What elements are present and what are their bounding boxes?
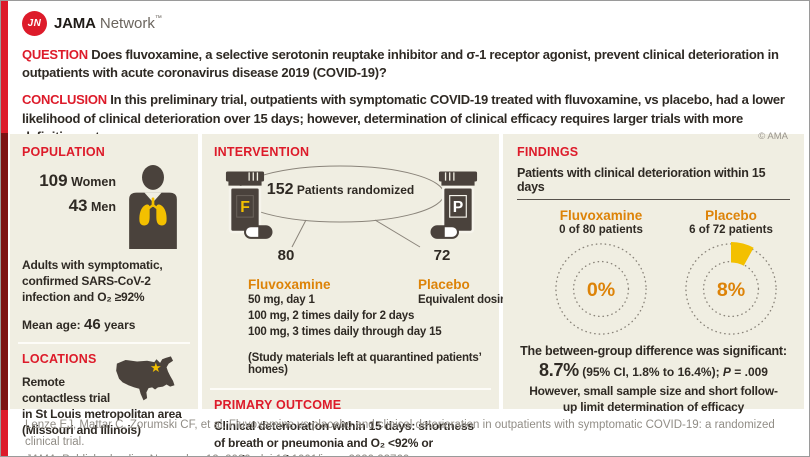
locations-text: Remote contactless trial in St Louis met… xyxy=(22,374,182,438)
logo-wordmark: JAMA Network™ xyxy=(54,15,162,32)
study-materials-note: (Study materials left at quarantined pat… xyxy=(248,352,481,377)
section-divider xyxy=(18,341,190,344)
ama-copyright: © AMA xyxy=(758,131,788,142)
section-divider xyxy=(210,388,491,391)
randomized-text: Patients randomized xyxy=(296,183,415,197)
findings-heading: FINDINGS xyxy=(517,145,579,159)
p-label: P xyxy=(722,365,731,379)
accent-bar-middle xyxy=(1,133,8,410)
difference-line: 8.7% (95% CI, 1.8% to 16.4%); P = .009 xyxy=(517,360,790,381)
fluvoxamine-dose-3: 100 mg, 3 times daily through day 15 xyxy=(248,326,442,339)
placebo-percent: 8% xyxy=(717,279,745,301)
findings-groups: Fluvoxamine 0 of 80 patients 0% Placebo … xyxy=(543,208,790,338)
fluvoxamine-result-group: Fluvoxamine 0 of 80 patients 0% xyxy=(543,208,659,338)
jama-network-logo: JN JAMA Network™ xyxy=(22,9,798,37)
fluvoxamine-result-detail: 0 of 80 patients xyxy=(559,224,643,236)
men-count: 43 Men xyxy=(22,194,116,219)
women-count: 109 Women xyxy=(22,169,116,194)
jn-monogram-icon: JN xyxy=(22,10,47,36)
placebo-n: 72 xyxy=(433,247,451,264)
fluvoxamine-dose-1: 50 mg, day 1 xyxy=(248,294,315,306)
question-text: Does fluvoxamine, a selective serotonin … xyxy=(22,47,779,81)
header: JN JAMA Network™ QUESTION Does fluvoxami… xyxy=(22,9,798,146)
patients-randomized-label: 152 Patients randomized xyxy=(248,181,433,199)
left-accent-bar xyxy=(1,1,8,456)
fluvoxamine-donut-chart: 0% xyxy=(555,243,647,335)
placebo-result-detail: 6 of 72 patients xyxy=(689,224,773,236)
population-stats: 109 Women 43 Men xyxy=(22,169,122,249)
mean-age-prefix: Mean age: xyxy=(22,317,81,332)
question-paragraph: QUESTION Does fluvoxamine, a selective s… xyxy=(22,46,798,82)
men-count-label: Men xyxy=(91,199,116,214)
fluvoxamine-percent: 0% xyxy=(587,279,615,301)
fluvoxamine-result-name: Fluvoxamine xyxy=(559,208,643,223)
fluvoxamine-bottle-icon: F xyxy=(225,171,273,239)
fluvoxamine-n: 80 xyxy=(277,247,295,264)
findings-subtitle: Patients with clinical deterioration wit… xyxy=(517,166,790,200)
arm-details-row: Fluvoxamine 50 mg, day 1 100 mg, 2 times… xyxy=(214,277,514,340)
difference-value: 8.7% xyxy=(539,360,579,380)
placebo-bottle-icon: P xyxy=(430,171,478,239)
logo-jama: JAMA xyxy=(54,14,96,32)
mean-age-value: 46 xyxy=(84,315,101,333)
difference-ci: (95% CI, 1.8% to 16.4%); xyxy=(582,365,723,379)
fluvoxamine-arm: Fluvoxamine 50 mg, day 1 100 mg, 2 times… xyxy=(248,277,442,340)
mean-age-suffix: years xyxy=(104,317,136,332)
randomized-count: 152 xyxy=(266,181,294,198)
us-map: ★ xyxy=(114,354,186,402)
fluvoxamine-dose-2: 100 mg, 2 times daily for 2 days xyxy=(248,310,415,323)
primary-outcome-text: Clinical deterioration within 15 days: s… xyxy=(214,419,474,456)
citation-journal: JAMA. xyxy=(25,454,59,457)
trademark-symbol: ™ xyxy=(154,14,162,22)
intervention-panel: INTERVENTION 152 Patients randomized 80 … xyxy=(202,134,514,456)
accent-bar-top xyxy=(1,1,8,133)
women-count-value: 109 xyxy=(39,171,68,190)
question-label: QUESTION xyxy=(22,47,88,62)
placebo-result-group: Placebo 6 of 72 patients 8% xyxy=(673,208,789,338)
placebo-arm: Placebo Equivalent dosing xyxy=(418,277,514,340)
men-count-value: 43 xyxy=(68,195,88,215)
svg-text:P: P xyxy=(453,199,464,216)
significance-block: The between-group difference was signifi… xyxy=(517,344,790,415)
citation-footer: Lenze EJ, Mattar C, Zorumski CF, et al. … xyxy=(25,417,795,457)
primary-outcome-heading: PRIMARY OUTCOME xyxy=(214,398,342,413)
accent-bar-bottom xyxy=(1,410,8,456)
conclusion-label: CONCLUSION xyxy=(22,92,107,108)
randomization-graphic: 152 Patients randomized 80 72 F xyxy=(214,163,487,276)
placebo-dose: Equivalent dosing xyxy=(418,294,514,306)
fluvoxamine-name: Fluvoxamine xyxy=(248,277,331,292)
st-louis-star-icon: ★ xyxy=(150,359,162,375)
citation-line1: Lenze EJ, Mattar C, Zorumski CF, et al. … xyxy=(25,419,775,449)
mean-age: Mean age: 46 years xyxy=(22,316,186,333)
locations-heading: LOCATIONS xyxy=(22,351,97,366)
caveat-text: However, small sample size and short fol… xyxy=(529,384,778,415)
women-count-label: Women xyxy=(71,175,116,189)
intervention-heading: INTERVENTION xyxy=(214,145,310,159)
significance-intro: The between-group difference was signifi… xyxy=(520,344,787,358)
population-panel: POPULATION 109 Women 43 Men Adults with … xyxy=(10,134,198,437)
population-stats-row: 109 Women 43 Men xyxy=(22,165,186,249)
placebo-wedge-8pct xyxy=(731,241,754,266)
p-value: = .009 xyxy=(730,365,768,379)
population-heading: POPULATION xyxy=(22,145,106,159)
placebo-result-name: Placebo xyxy=(705,208,757,223)
findings-panel: © AMA FINDINGS Patients with clinical de… xyxy=(503,131,804,414)
placebo-donut-chart: 8% xyxy=(685,241,777,335)
placebo-name: Placebo xyxy=(418,277,470,292)
us-map-icon xyxy=(116,355,175,400)
person-lungs-icon xyxy=(129,165,177,249)
population-description: Adults with symptomatic, confirmed SARS-… xyxy=(22,258,163,305)
logo-network: Network xyxy=(99,14,155,32)
svg-text:F: F xyxy=(240,199,250,216)
citation-line2: Published online November 12, 2020. doi:… xyxy=(59,454,409,457)
locations-section: ★ LOCATIONS Remote contactless trial in … xyxy=(22,352,186,439)
